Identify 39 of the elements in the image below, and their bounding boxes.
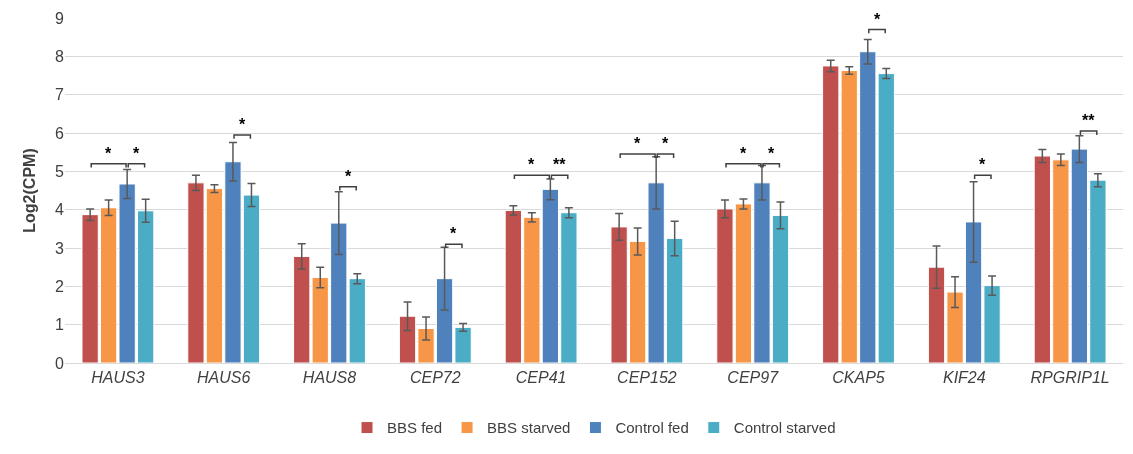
y-tick-label: 8 bbox=[55, 47, 65, 65]
annotation: ** bbox=[1082, 112, 1096, 129]
legend-label: BBS starved bbox=[487, 419, 571, 437]
annotation: * bbox=[345, 168, 352, 185]
annotation: * bbox=[239, 116, 246, 133]
legend-label: Control fed bbox=[615, 419, 689, 437]
x-tick-label: CEP41 bbox=[515, 369, 567, 387]
y-tick-label: 0 bbox=[55, 354, 65, 372]
x-tick-label: CEP152 bbox=[617, 369, 677, 387]
annotation: * bbox=[662, 135, 669, 152]
legend-label: BBS fed bbox=[387, 419, 443, 437]
annotation: ** bbox=[553, 156, 567, 173]
y-tick-label: 3 bbox=[55, 239, 65, 257]
annotation: * bbox=[133, 145, 140, 162]
y-tick-label: 6 bbox=[55, 124, 65, 142]
y-tick-label: 4 bbox=[55, 201, 65, 219]
x-tick-label: RPGRIP1L bbox=[1030, 369, 1110, 387]
annotation: * bbox=[450, 225, 457, 242]
y-axis-title: Log2(CPM) bbox=[20, 148, 38, 233]
annotation: * bbox=[768, 145, 775, 162]
y-tick-label: 5 bbox=[55, 162, 65, 180]
annotation: * bbox=[874, 11, 881, 28]
y-tick-label: 1 bbox=[55, 316, 65, 334]
legend-label: Control starved bbox=[733, 419, 836, 437]
annotation: * bbox=[105, 145, 112, 162]
annotation: * bbox=[740, 145, 747, 162]
y-tick-label: 7 bbox=[55, 86, 65, 104]
x-tick-label: KIF24 bbox=[942, 369, 986, 387]
x-tick-label: HAUS6 bbox=[197, 369, 251, 387]
annotation: * bbox=[634, 135, 641, 152]
x-tick-label: HAUS8 bbox=[302, 369, 357, 387]
annotation: * bbox=[528, 156, 535, 173]
x-tick-label: CEP72 bbox=[409, 369, 461, 387]
y-tick-label: 9 bbox=[55, 9, 65, 27]
x-tick-label: CEP97 bbox=[727, 369, 780, 387]
y-tick-label: 2 bbox=[55, 277, 65, 295]
x-tick-label: CKAP5 bbox=[832, 369, 885, 387]
annotation: * bbox=[979, 156, 986, 173]
x-tick-label: HAUS3 bbox=[91, 369, 145, 387]
